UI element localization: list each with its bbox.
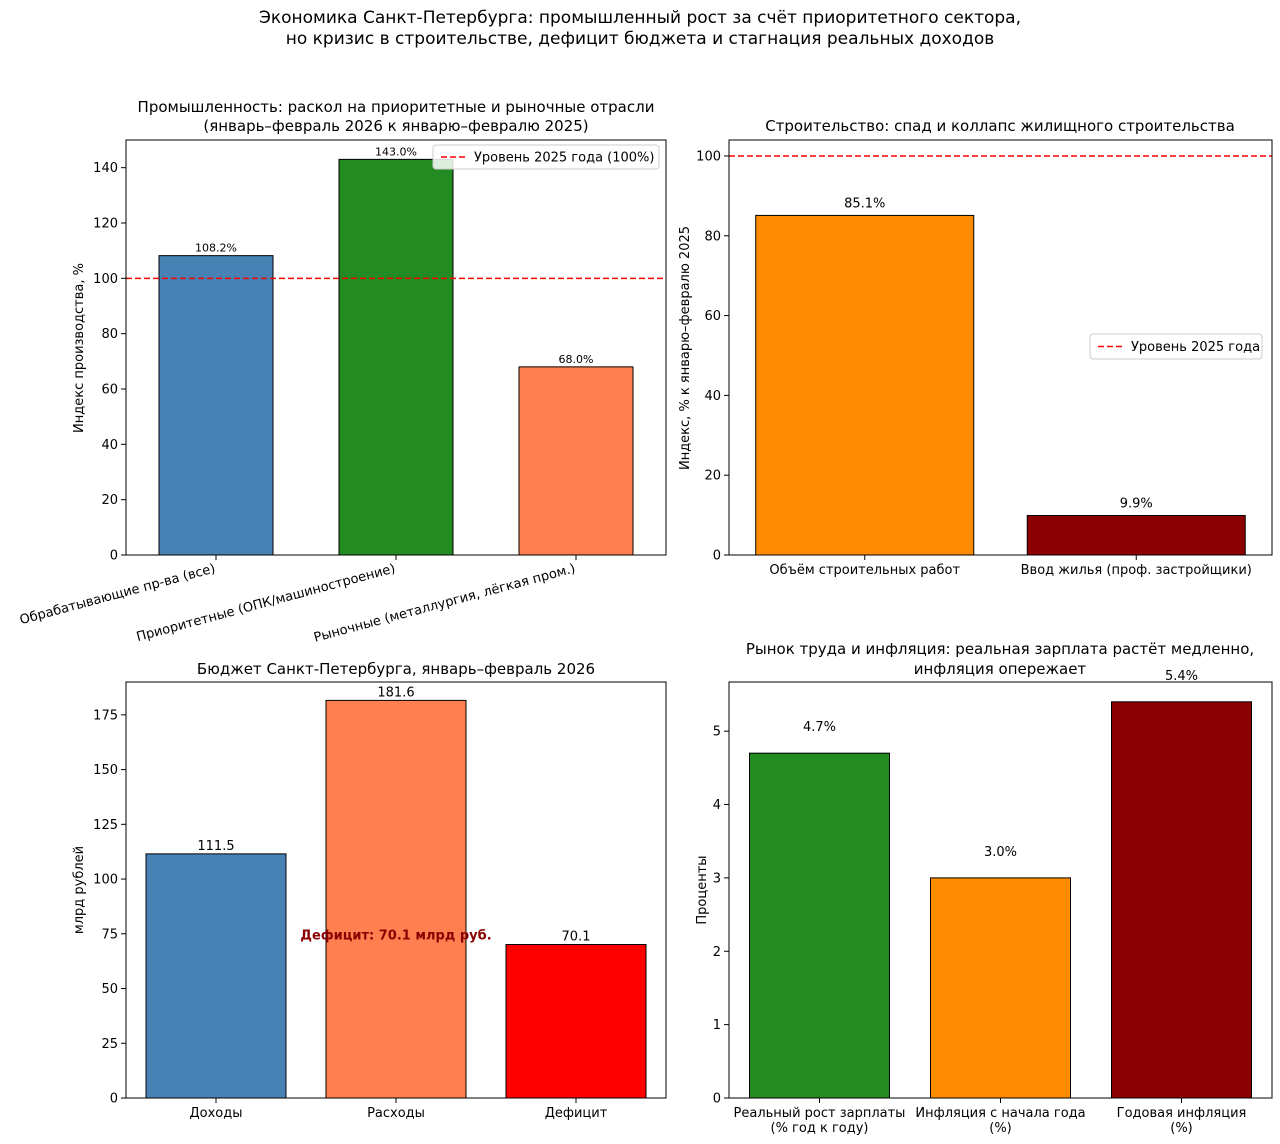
chart-title: Бюджет Санкт-Петербурга, январь–февраль … (197, 660, 595, 678)
axes-frame (125, 681, 667, 1099)
y-tick-label: 0 (713, 549, 721, 564)
chart-panel-1: Промышленность: раскол на приоритетные и… (18, 98, 667, 646)
y-tick-label: 100 (696, 149, 721, 164)
bar (755, 214, 975, 556)
bar (749, 752, 890, 1099)
y-tick-label: 3 (713, 871, 721, 886)
chart-panel-4: Рынок труда и инфляция: реальная зарплат… (695, 640, 1273, 1136)
y-tick-label: 100 (93, 272, 118, 287)
axes-frame (728, 681, 1273, 1099)
figure-title: Экономика Санкт-Петербурга: промышленный… (0, 8, 1280, 50)
bar (145, 853, 287, 1099)
x-tick-label: (%) (989, 1121, 1012, 1136)
y-tick-label: 150 (93, 763, 118, 778)
y-tick-label: 40 (101, 438, 118, 453)
bar (338, 158, 454, 556)
y-tick-label: 80 (704, 229, 721, 244)
chart-title: Строительство: спад и коллапс жилищного … (765, 117, 1235, 135)
axes-frame (125, 139, 667, 556)
legend-box (1089, 333, 1263, 360)
x-tick-label: (% год к году) (771, 1121, 869, 1136)
chart-title: инфляция опережает (914, 660, 1087, 678)
x-tick-label: Годовая инфляция (1117, 1106, 1247, 1121)
legend: Уровень 2025 года (1089, 333, 1263, 360)
bar (505, 944, 647, 1099)
x-tick-label: Ввод жилья (проф. застройщики) (1021, 563, 1252, 578)
axes-frame (728, 139, 1273, 556)
y-tick-label: 0 (110, 549, 118, 564)
bar-value-label: 143.0% (375, 145, 417, 158)
bar (158, 255, 274, 556)
y-tick-label: 2 (713, 945, 721, 960)
y-tick-label: 25 (101, 1037, 118, 1052)
bar (518, 366, 634, 556)
deficit-annotation: Дефицит: 70.1 млрд руб. (300, 929, 491, 944)
y-tick-label: 140 (93, 161, 118, 176)
legend-box (432, 144, 660, 170)
figure-title-line-2: но кризис в строительстве, дефицит бюдже… (285, 29, 995, 49)
x-tick-label: Расходы (367, 1106, 425, 1121)
y-axis-label: Индекс производства, % (72, 263, 87, 433)
bar (1111, 701, 1252, 1099)
y-tick-label: 120 (93, 217, 118, 232)
chart-title: Рынок труда и инфляция: реальная зарплат… (746, 640, 1254, 658)
y-axis-label: млрд рублей (72, 846, 87, 934)
y-tick-label: 175 (93, 708, 118, 723)
y-tick-label: 50 (101, 982, 118, 997)
bar-value-label: 5.4% (1165, 669, 1198, 684)
bar-value-label: 181.6 (377, 685, 414, 700)
bar-value-label: 9.9% (1120, 496, 1153, 511)
chart-title: Промышленность: раскол на приоритетные и… (138, 98, 655, 116)
y-tick-label: 75 (101, 927, 118, 942)
chart-title: (январь–февраль 2026 к январю–февралю 20… (203, 117, 588, 135)
legend: Уровень 2025 года (100%) (432, 144, 660, 170)
bar (930, 877, 1071, 1099)
y-tick-label: 0 (110, 1092, 118, 1107)
figure-title-line-1: Экономика Санкт-Петербурга: промышленный… (258, 8, 1022, 28)
x-tick-label: Объём строительных работ (769, 563, 960, 578)
x-tick-label: Инфляция с начала года (915, 1106, 1085, 1121)
y-axis-label: Проценты (695, 855, 710, 924)
y-tick-label: 125 (93, 818, 118, 833)
legend-label: Уровень 2025 года (100%) (474, 151, 654, 166)
bar-value-label: 85.1% (844, 196, 885, 211)
bar-value-label: 70.1 (562, 930, 591, 945)
y-tick-label: 20 (704, 469, 721, 484)
bar (325, 699, 467, 1099)
legend-label: Уровень 2025 года (1131, 340, 1260, 355)
chart-panel-3: Бюджет Санкт-Петербурга, январь–февраль … (72, 660, 667, 1121)
x-tick-label: Дефицит (545, 1106, 608, 1121)
x-tick-label: (%) (1170, 1121, 1193, 1136)
y-tick-label: 60 (704, 309, 721, 324)
y-tick-label: 80 (101, 327, 118, 342)
y-tick-label: 1 (713, 1018, 721, 1033)
bar-value-label: 108.2% (195, 242, 237, 255)
y-tick-label: 100 (93, 873, 118, 888)
bar-value-label: 3.0% (984, 845, 1017, 860)
y-tick-label: 5 (713, 725, 721, 740)
bar-value-label: 111.5 (197, 839, 234, 854)
bar-value-label: 68.0% (559, 353, 594, 366)
y-tick-label: 60 (101, 383, 118, 398)
y-tick-label: 20 (101, 493, 118, 508)
x-tick-label: Доходы (189, 1106, 242, 1121)
y-tick-label: 0 (713, 1092, 721, 1107)
bar-value-label: 4.7% (803, 720, 836, 735)
chart-panel-2: Строительство: спад и коллапс жилищного … (678, 117, 1273, 578)
y-tick-label: 4 (713, 798, 721, 813)
y-tick-label: 40 (704, 389, 721, 404)
x-tick-label: Реальный рост зарплаты (734, 1106, 906, 1121)
bar (1026, 514, 1246, 556)
y-axis-label: Индекс, % к январю–февралю 2025 (678, 226, 693, 470)
